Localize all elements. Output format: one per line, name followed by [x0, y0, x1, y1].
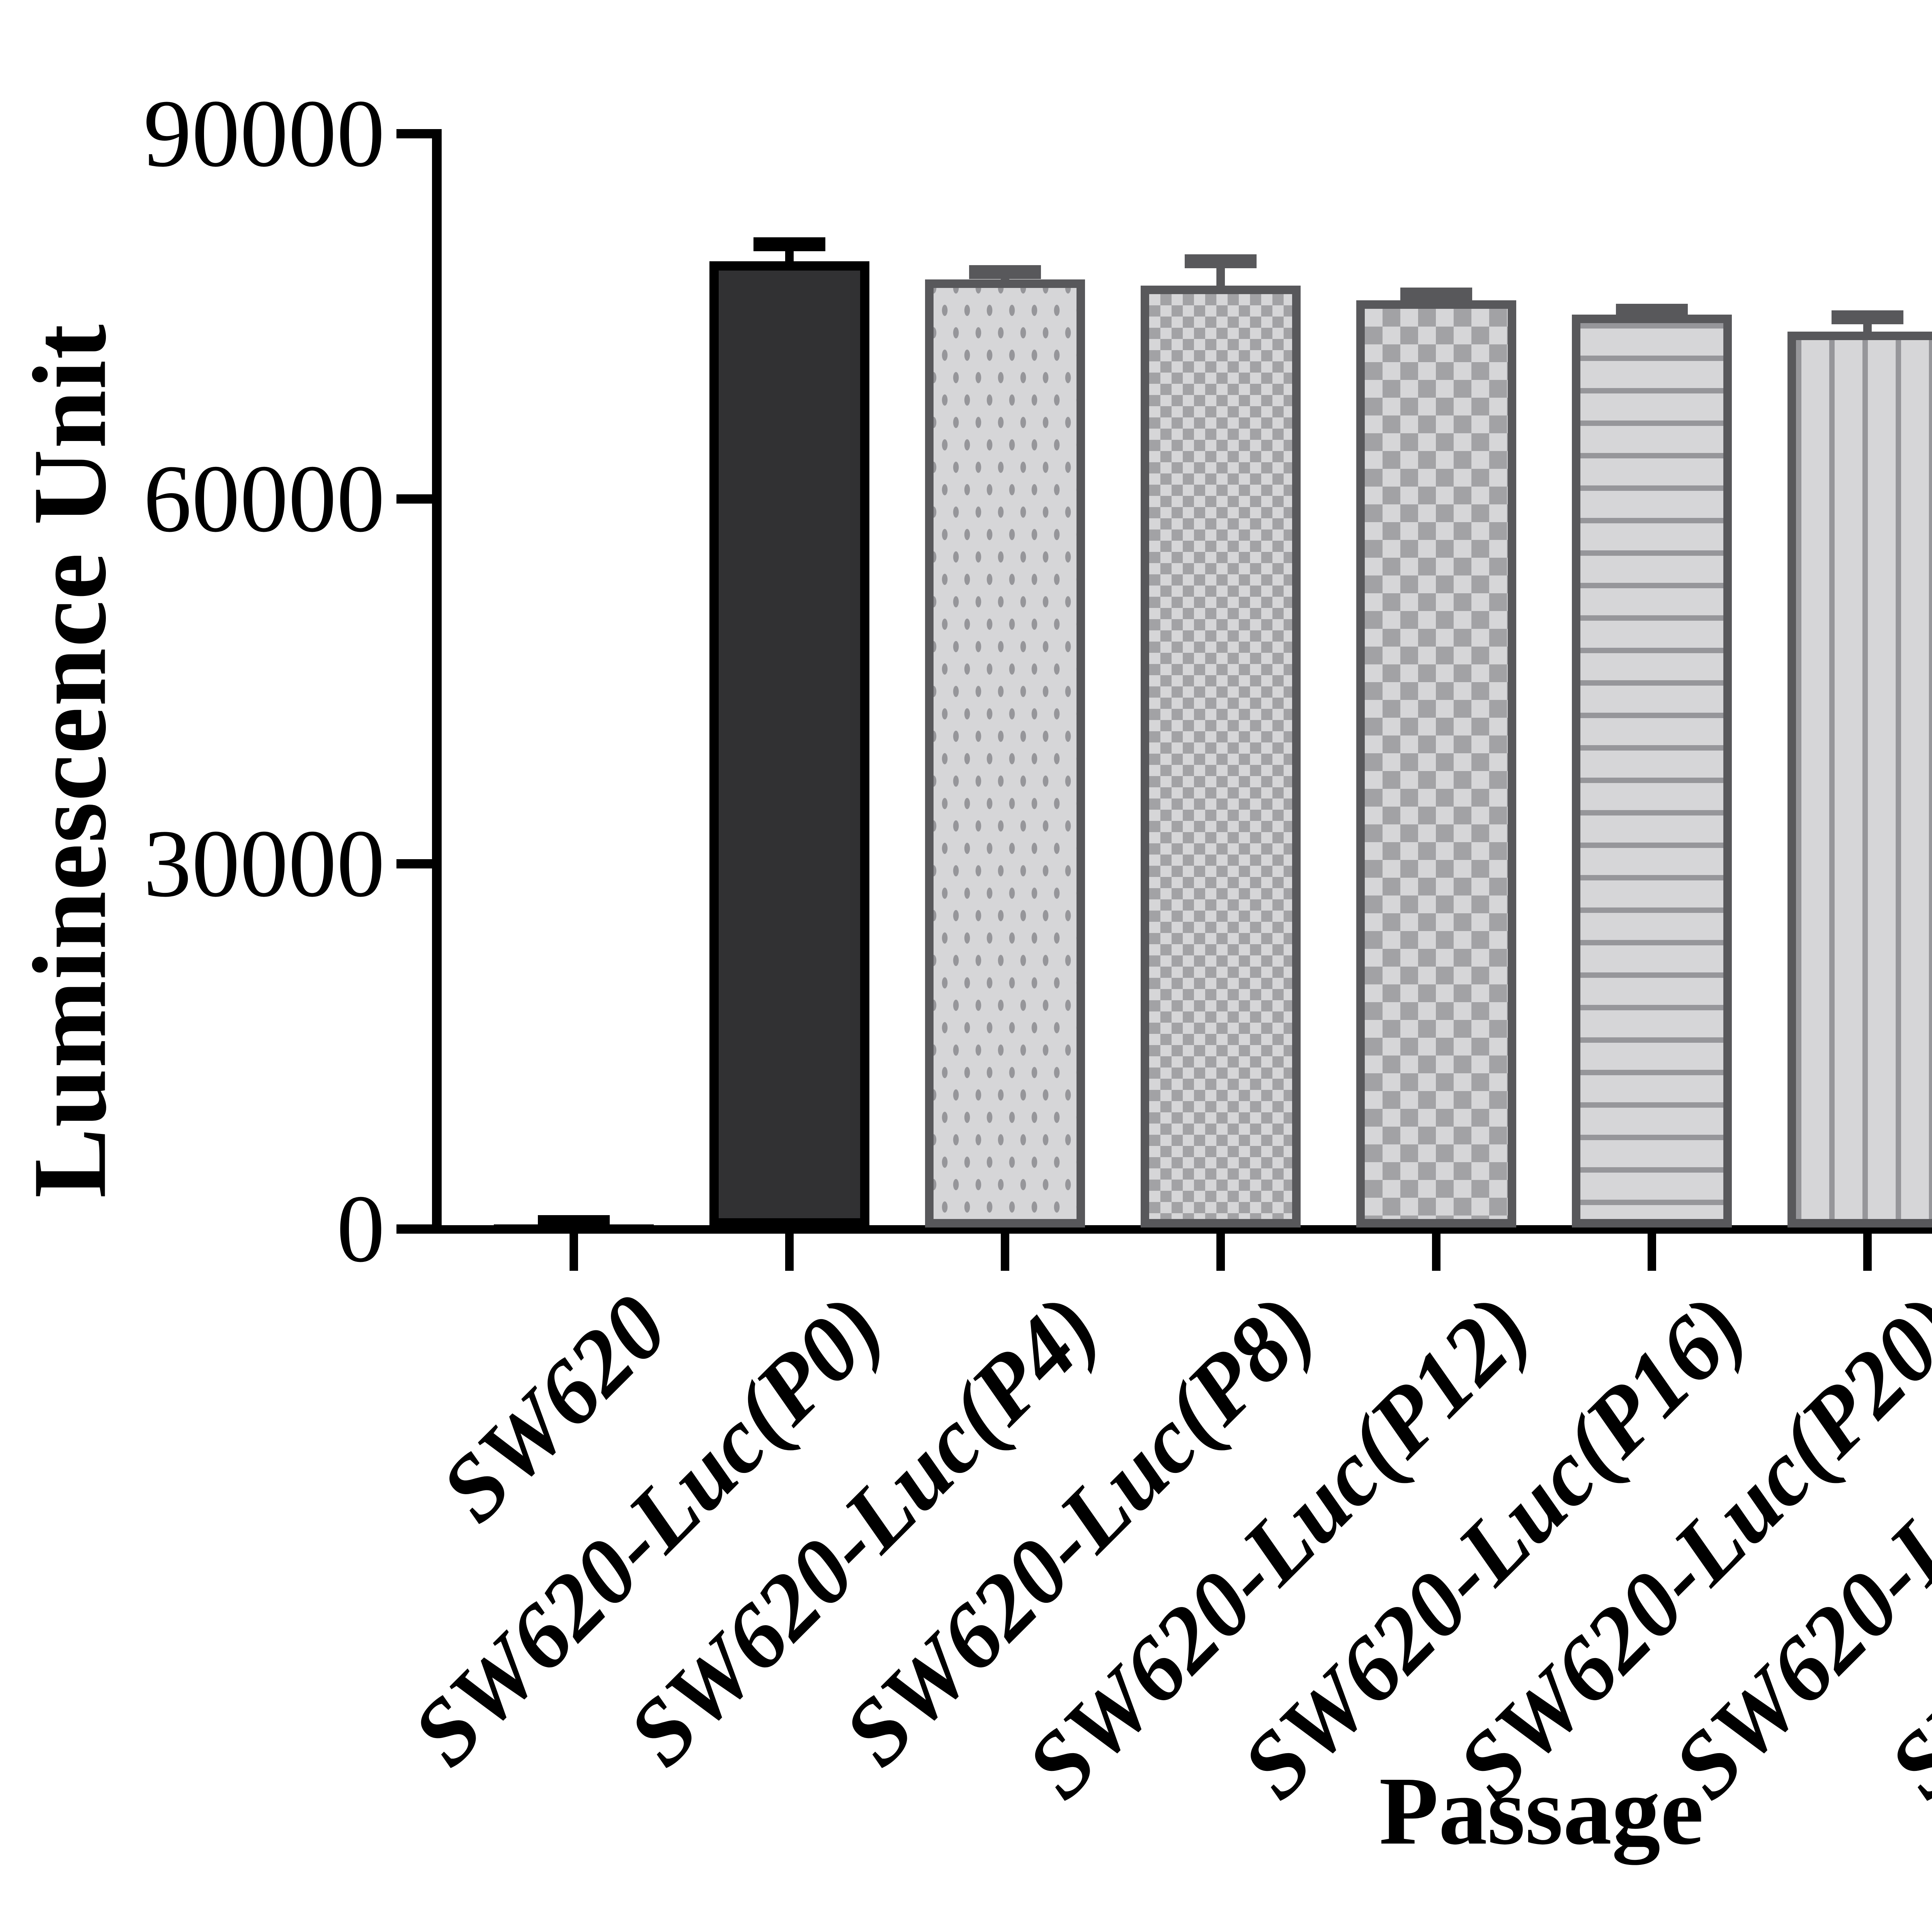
bar-SW620-Luc(P12) [1356, 300, 1516, 1227]
bar-SW620-Luc(P4) [925, 279, 1085, 1227]
x-axis-tick [785, 1234, 794, 1271]
y-axis-tick [396, 859, 432, 869]
x-axis-tick [570, 1234, 578, 1271]
bar-SW620 [494, 1224, 654, 1227]
x-axis-title: Passage [1379, 1757, 1704, 1865]
bar-SW620-Luc(P8) [1141, 285, 1301, 1227]
y-axis-tick-label: 90000 [143, 80, 385, 187]
y-axis-tick [396, 129, 432, 138]
error-bar-cap [969, 265, 1041, 279]
bar-SW620-Luc(P16) [1572, 315, 1732, 1227]
x-axis-tick [1001, 1234, 1009, 1271]
error-bar-cap [1400, 288, 1472, 302]
error-bar-cap [1185, 254, 1257, 268]
y-axis-line [432, 129, 442, 1234]
error-bar-cap [753, 237, 825, 251]
x-axis-tick [1648, 1234, 1656, 1271]
bar-SW620-Luc(P20) [1787, 332, 1932, 1227]
bar-SW620-Luc(P0) [709, 261, 869, 1227]
y-axis-tick [396, 1224, 432, 1234]
y-axis-tick-label: 60000 [143, 445, 385, 552]
x-axis-tick [1432, 1234, 1440, 1271]
y-axis-tick-label: 0 [337, 1175, 385, 1282]
error-bar-cap [1832, 310, 1903, 324]
y-axis-tick [396, 494, 432, 504]
y-axis-tick-label: 30000 [143, 810, 385, 918]
x-axis-tick [1216, 1234, 1225, 1271]
x-axis-tick [1863, 1234, 1872, 1271]
